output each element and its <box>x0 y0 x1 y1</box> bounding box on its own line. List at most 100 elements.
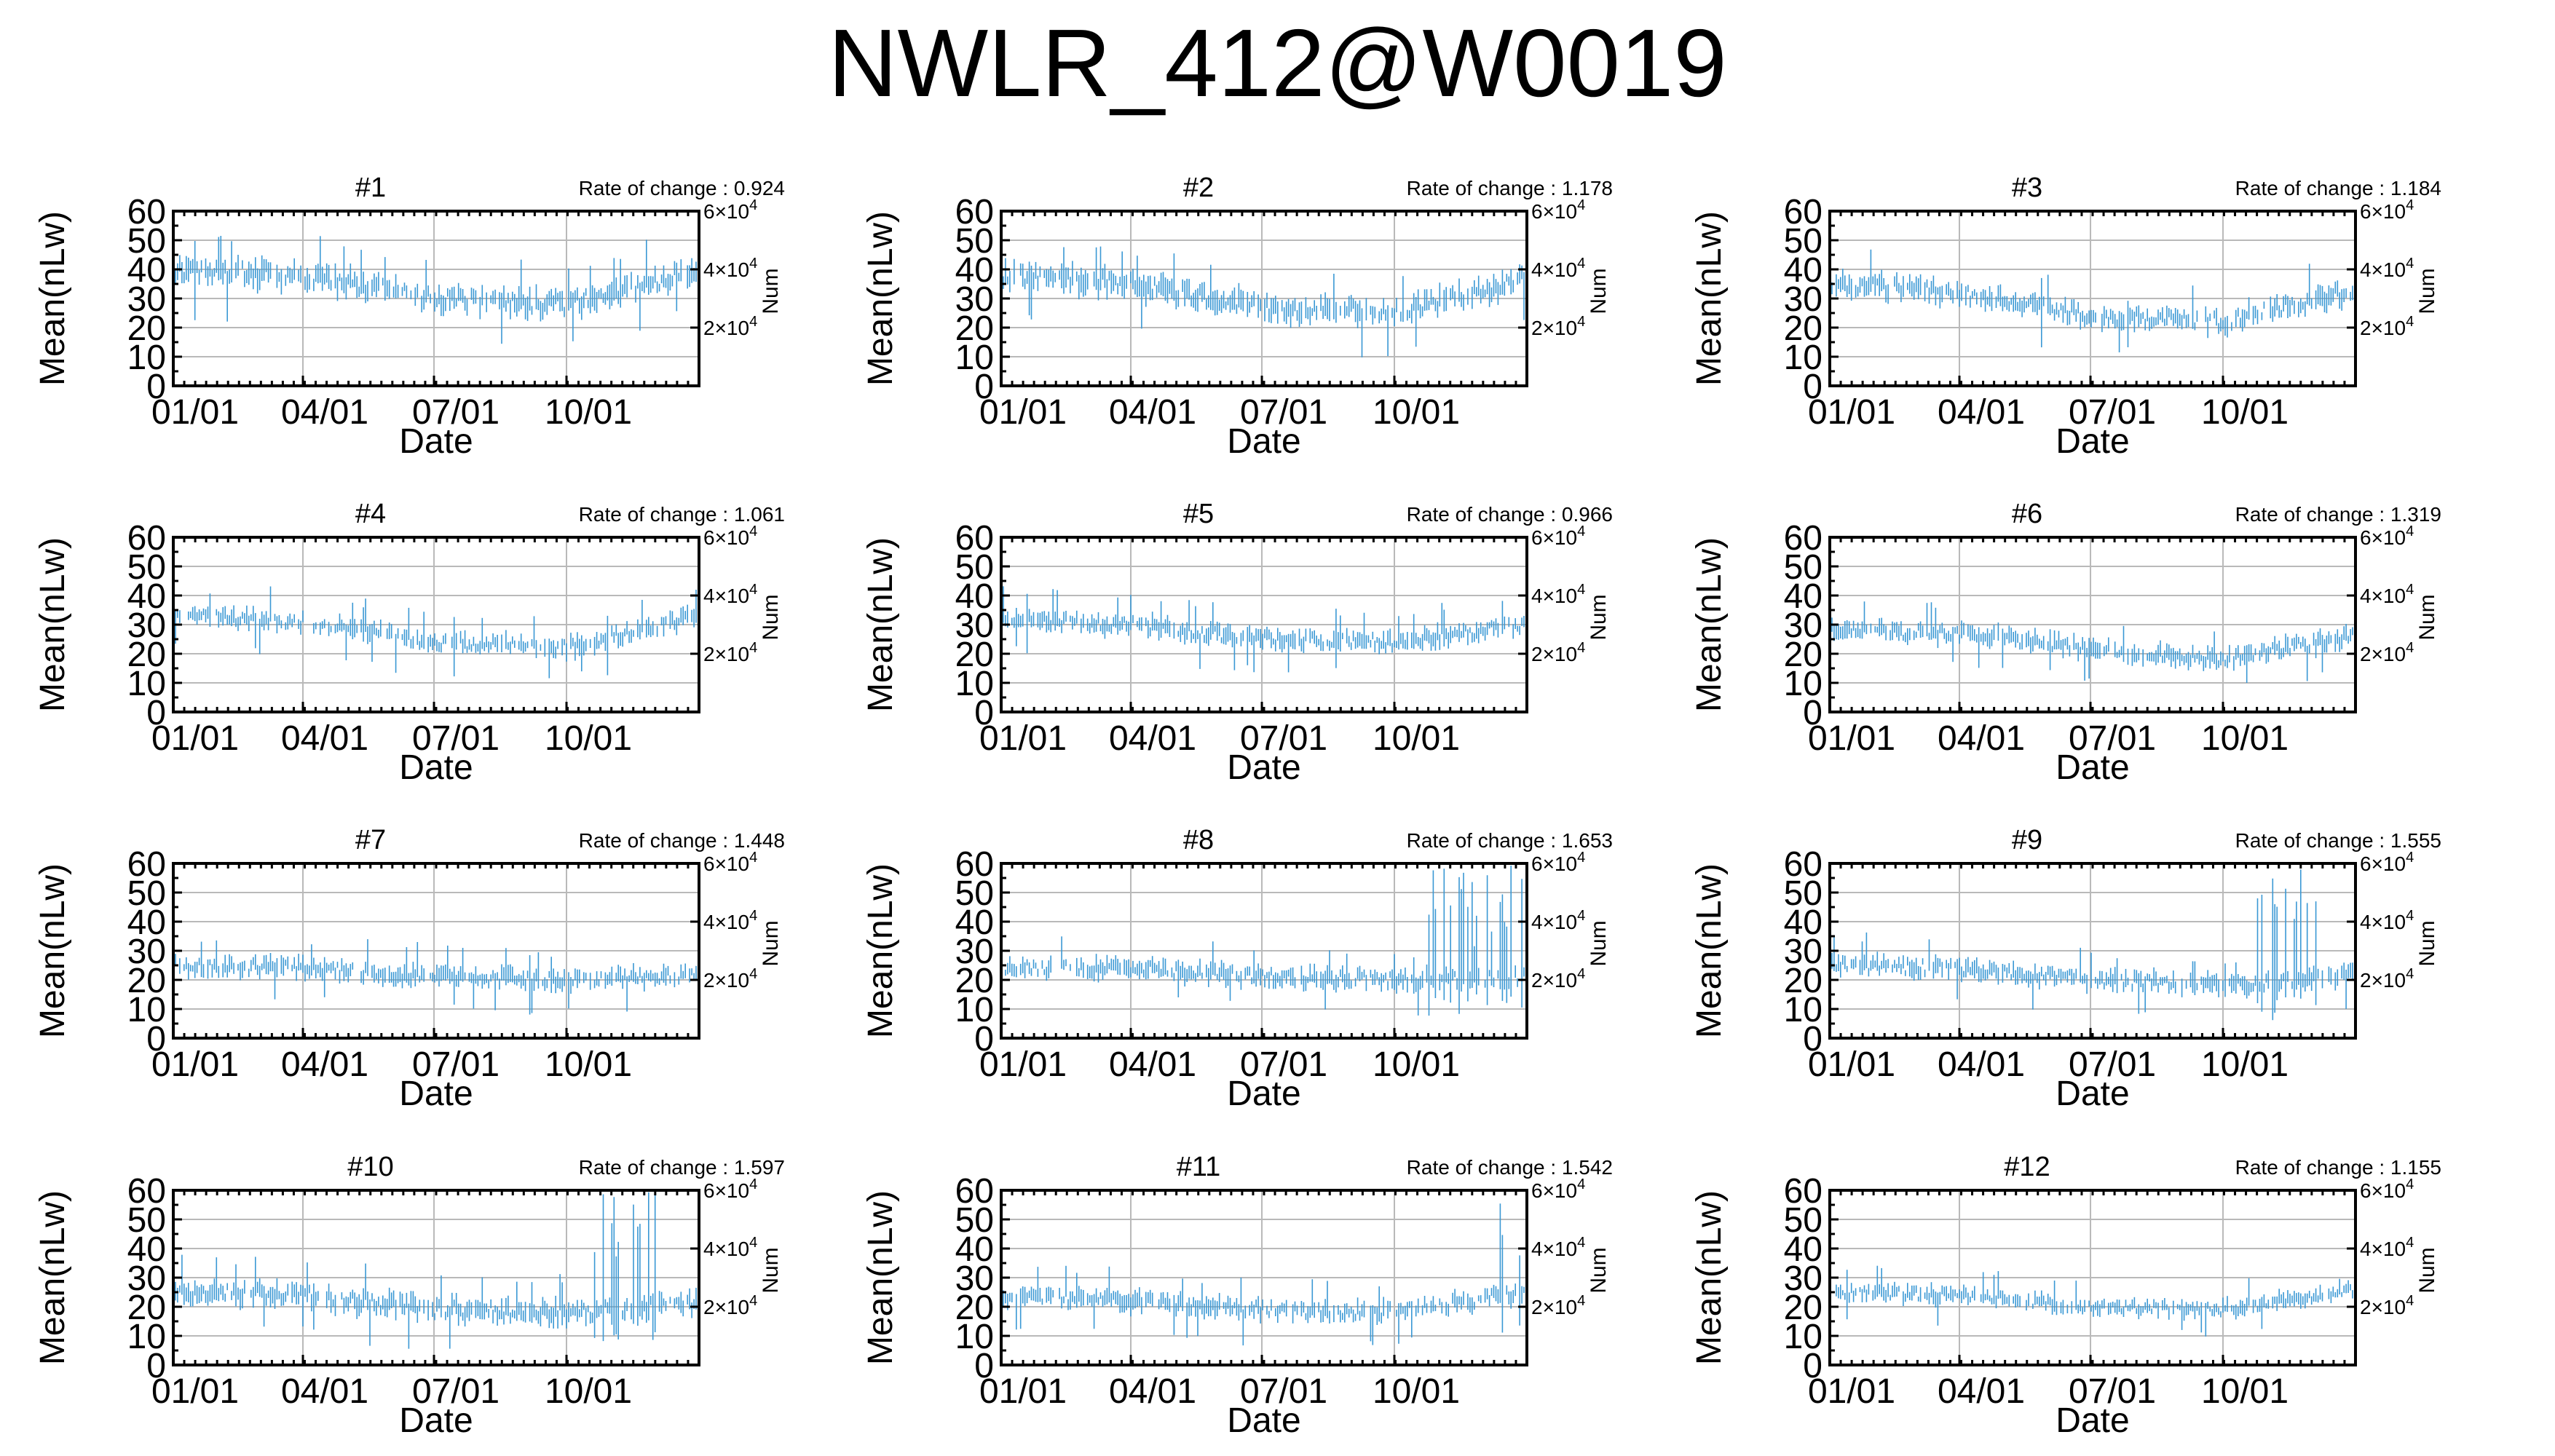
x-tick-label: 07/01 <box>2069 719 2156 758</box>
x-tick-label: 07/01 <box>412 393 499 432</box>
y-tick-label: 0 <box>1803 694 1823 732</box>
y-tick-label: 40 <box>1784 251 1823 290</box>
y2-tick-exponent: 4 <box>749 908 757 924</box>
y-tick-label: 30 <box>1784 606 1823 645</box>
y2-axis-title: Num <box>759 268 783 314</box>
y2-tick-label: 2×104 <box>703 314 757 339</box>
y2-tick-exponent: 4 <box>749 314 757 330</box>
x-tick-label: 10/01 <box>1373 1045 1460 1084</box>
y-tick-label: 50 <box>955 222 994 261</box>
rate-of-change-label: Rate of change : 1.178 <box>1407 177 1613 199</box>
y2-tick-exponent: 4 <box>1577 314 1585 330</box>
x-axis-title: Date <box>2056 422 2129 461</box>
y2-axis-title: Num <box>1587 594 1611 640</box>
x-tick-label: 04/01 <box>1938 393 2025 432</box>
x-tick-label: 01/01 <box>151 393 239 432</box>
y2-tick-label: 2×104 <box>1531 1293 1585 1318</box>
y-tick-label: 40 <box>955 1230 994 1269</box>
x-tick-label: 07/01 <box>2069 1372 2156 1411</box>
x-tick-label: 04/01 <box>1938 1045 2025 1084</box>
y2-tick-exponent: 4 <box>1577 256 1585 272</box>
x-axis-title: Date <box>1227 422 1300 461</box>
rate-of-change-label: Rate of change : 1.061 <box>579 503 785 526</box>
y-tick-label: 40 <box>955 903 994 942</box>
y2-axis-title: Num <box>2415 594 2439 640</box>
y-tick-label: 10 <box>1784 991 1823 1029</box>
y2-axis-title: Num <box>1587 1247 1611 1293</box>
x-tick-label: 07/01 <box>2069 1045 2156 1084</box>
x-tick-label: 10/01 <box>545 1045 632 1084</box>
y2-tick-label: 2×104 <box>1531 640 1585 665</box>
y-tick-label: 10 <box>955 665 994 703</box>
y2-tick-label: 6×104 <box>1531 523 1585 549</box>
panel-title: #11 <box>1177 1152 1221 1182</box>
y-tick-label: 60 <box>127 1172 166 1211</box>
y-tick-label: 20 <box>1784 962 1823 1000</box>
x-tick-label: 01/01 <box>151 1372 239 1411</box>
x-tick-label: 04/01 <box>281 393 368 432</box>
panel-title: #3 <box>2012 173 2042 203</box>
y-tick-label: 50 <box>127 548 166 587</box>
y2-tick-label: 2×104 <box>703 966 757 992</box>
y2-tick-label: 6×104 <box>1531 850 1585 875</box>
y-tick-label: 0 <box>974 1020 994 1059</box>
y2-tick-exponent: 4 <box>1577 1235 1585 1251</box>
y2-tick-exponent: 4 <box>1577 640 1585 656</box>
y2-tick-exponent: 4 <box>749 1176 757 1192</box>
panel-title: #12 <box>2004 1152 2050 1182</box>
y-axis-title: Mean(nLw) <box>861 537 900 712</box>
y-tick-label: 10 <box>127 665 166 703</box>
y-tick-label: 10 <box>127 339 166 377</box>
y-tick-label: 10 <box>955 339 994 377</box>
y-tick-label: 50 <box>127 222 166 261</box>
y-tick-label: 60 <box>1784 1172 1823 1211</box>
y-axis-title: Mean(nLw) <box>1690 863 1729 1038</box>
x-tick-label: 07/01 <box>1240 1372 1327 1411</box>
panel-title: #9 <box>2012 825 2042 855</box>
y2-tick-exponent: 4 <box>749 640 757 656</box>
x-axis-title: Date <box>399 748 473 787</box>
y2-tick-label: 4×104 <box>1531 908 1585 933</box>
x-tick-label: 01/01 <box>979 719 1067 758</box>
x-tick-label: 07/01 <box>412 1372 499 1411</box>
rate-of-change-label: Rate of change : 0.924 <box>579 177 785 199</box>
y-tick-label: 10 <box>1784 665 1823 703</box>
y2-axis-title: Num <box>2415 268 2439 314</box>
y-tick-label: 30 <box>127 1259 166 1298</box>
x-tick-label: 01/01 <box>1808 393 1895 432</box>
x-axis-title: Date <box>399 422 473 461</box>
y-tick-label: 0 <box>1803 1347 1823 1385</box>
y2-tick-label: 4×104 <box>2360 908 2414 933</box>
y-tick-label: 0 <box>146 368 166 406</box>
x-axis-title: Date <box>2056 748 2129 787</box>
y2-tick-exponent: 4 <box>2406 640 2414 656</box>
y-tick-label: 30 <box>1784 1259 1823 1298</box>
y2-tick-label: 4×104 <box>703 256 757 281</box>
page-title: NWLR_412@W0019 <box>828 9 1727 116</box>
y-tick-label: 60 <box>1784 519 1823 558</box>
y2-tick-exponent: 4 <box>2406 197 2414 213</box>
y-tick-label: 20 <box>1784 1289 1823 1327</box>
x-tick-label: 01/01 <box>979 1045 1067 1084</box>
rate-of-change-label: Rate of change : 0.966 <box>1407 503 1613 526</box>
y2-tick-label: 6×104 <box>2360 850 2414 875</box>
rate-of-change-label: Rate of change : 1.597 <box>579 1156 785 1179</box>
y-tick-label: 60 <box>955 845 994 884</box>
y-tick-label: 10 <box>1784 1318 1823 1356</box>
y2-tick-label: 6×104 <box>703 197 757 223</box>
y2-axis-title: Num <box>1587 268 1611 314</box>
rate-of-change-label: Rate of change : 1.653 <box>1407 829 1613 852</box>
y-tick-label: 40 <box>1784 903 1823 942</box>
y-tick-label: 0 <box>1803 1020 1823 1059</box>
y-axis-title: Mean(nLw) <box>33 211 72 386</box>
y-axis-title: Mean(nLw) <box>861 1190 900 1365</box>
y-tick-label: 10 <box>955 991 994 1029</box>
x-tick-label: 10/01 <box>545 393 632 432</box>
x-tick-label: 04/01 <box>1109 1045 1196 1084</box>
